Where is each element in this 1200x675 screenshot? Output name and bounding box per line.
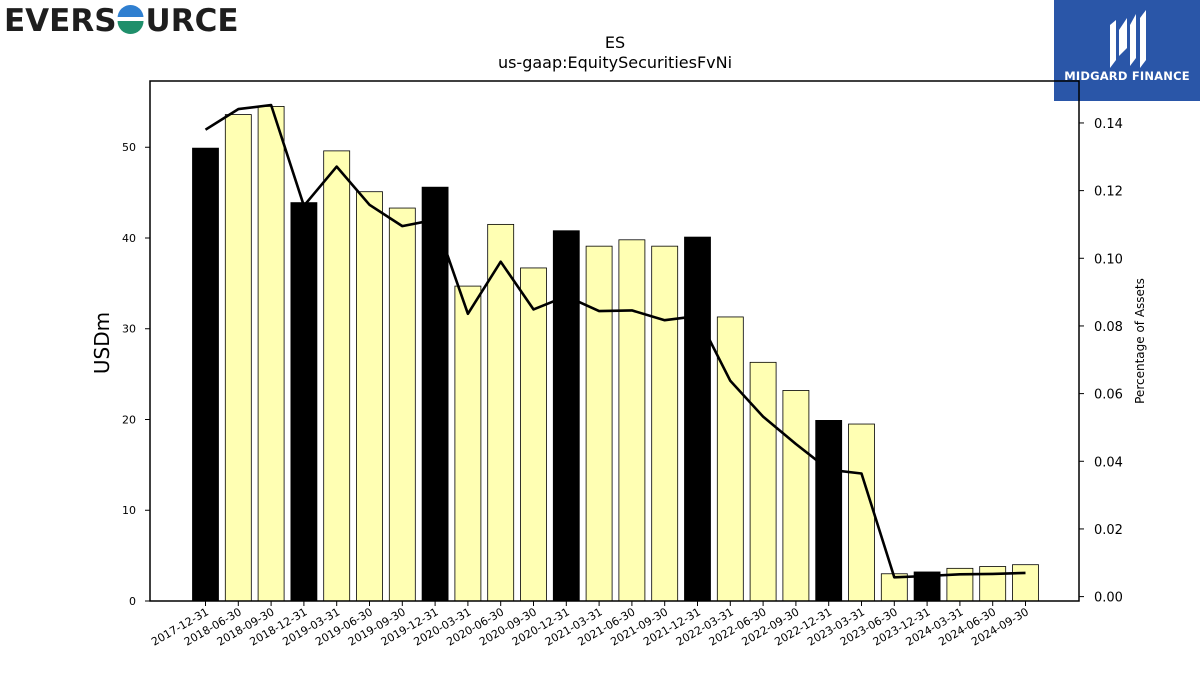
eversource-logo-graphic: EVERS URCE bbox=[4, 3, 239, 39]
y2-tick-label: 0.02 bbox=[1094, 523, 1123, 538]
y-tick-label: 50 bbox=[122, 141, 136, 154]
bar-2021-06-30 bbox=[618, 239, 646, 602]
y2-tick-label: 0.04 bbox=[1094, 455, 1123, 470]
bar-2022-06-30 bbox=[749, 361, 777, 602]
bar-2020-06-30 bbox=[487, 223, 515, 602]
y2-tick-label: 0.06 bbox=[1094, 388, 1123, 403]
bar-2022-09-30 bbox=[782, 390, 810, 602]
midgard-logo-icon bbox=[1110, 10, 1146, 68]
bar-2022-12-31 bbox=[815, 420, 843, 602]
y2-tick-label: 0.12 bbox=[1094, 185, 1123, 200]
chart-title: ES bbox=[605, 33, 625, 52]
bar-2018-09-30 bbox=[257, 106, 285, 602]
y-tick-label: 10 bbox=[122, 504, 136, 517]
bar-2020-12-31 bbox=[552, 230, 580, 602]
chart-subtitle: us-gaap:EquitySecuritiesFvNi bbox=[498, 53, 732, 72]
bar-2019-06-30 bbox=[356, 191, 383, 602]
plot-frame bbox=[149, 80, 1080, 602]
eversource-globe-icon bbox=[117, 5, 144, 34]
y2-tick-label: 0.14 bbox=[1094, 117, 1123, 132]
percentage-of-assets-line bbox=[204, 103, 1026, 579]
bar-2019-12-31 bbox=[421, 186, 449, 602]
bar-2024-06-30 bbox=[979, 566, 1007, 602]
bar-2017-12-31 bbox=[192, 147, 219, 602]
bar-2020-03-31 bbox=[454, 285, 482, 602]
bar-2021-12-31 bbox=[684, 236, 711, 602]
bar-2018-12-31 bbox=[290, 202, 318, 602]
bar-2021-03-31 bbox=[585, 245, 613, 602]
eversource-logo-text: EVERS bbox=[4, 3, 117, 38]
bar-2021-09-30 bbox=[651, 245, 679, 602]
y2-tick-label: 0.10 bbox=[1094, 252, 1123, 267]
y-tick-label: 20 bbox=[122, 413, 136, 426]
bar-2020-09-30 bbox=[520, 267, 547, 602]
y-tick-label: 40 bbox=[122, 232, 136, 245]
eversource-logo: EVERS URCE bbox=[4, 2, 244, 39]
y-tick-label: 30 bbox=[122, 323, 136, 336]
midgard-logo-text: MIDGARD FINANCE bbox=[1064, 69, 1190, 83]
bar-2019-03-31 bbox=[323, 150, 351, 602]
y2-tick-label: 0.00 bbox=[1094, 591, 1123, 606]
y2-tick-label: 0.08 bbox=[1094, 320, 1123, 335]
bar-2019-09-30 bbox=[388, 207, 416, 602]
y-axis-label: USDm bbox=[90, 312, 114, 374]
y2-axis-label: Percentage of Assets bbox=[1133, 278, 1147, 404]
y-tick-label: 0 bbox=[129, 595, 136, 608]
bar-2018-06-30 bbox=[224, 114, 252, 602]
eversource-logo-text-rest: URCE bbox=[146, 3, 239, 38]
bar-2023-03-31 bbox=[848, 423, 875, 602]
bar-2024-09-30 bbox=[1012, 564, 1039, 602]
bar-2022-03-31 bbox=[716, 316, 744, 602]
midgard-finance-logo: MIDGARD FINANCE bbox=[1054, 0, 1200, 101]
